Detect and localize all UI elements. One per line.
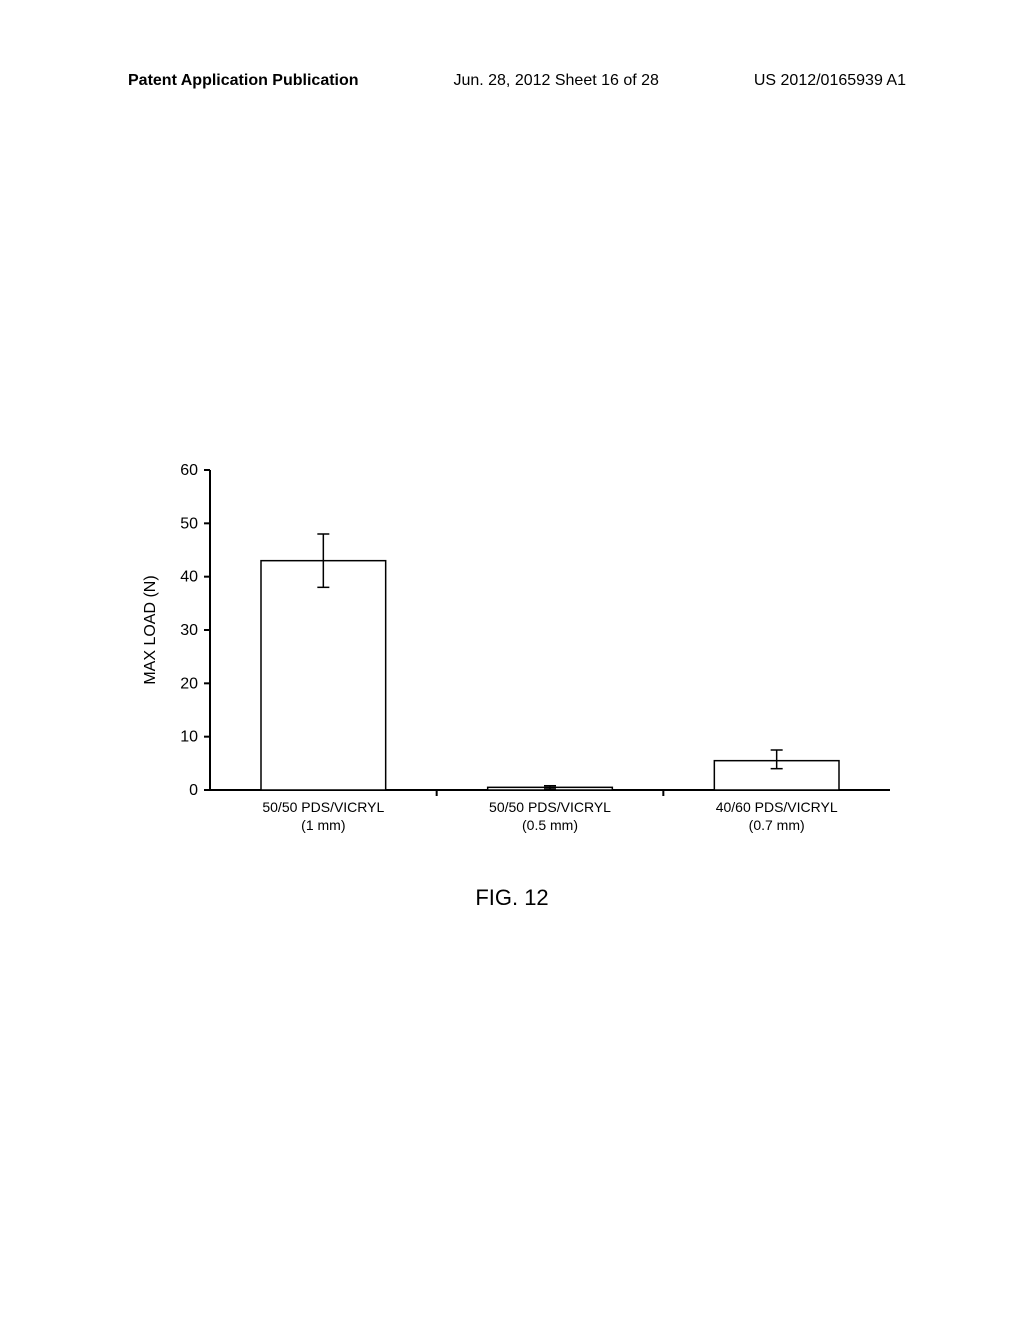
svg-text:50/50 PDS/VICRYL: 50/50 PDS/VICRYL [489, 799, 611, 815]
svg-text:(0.7 mm): (0.7 mm) [749, 817, 805, 833]
header-pub-number: US 2012/0165939 A1 [754, 72, 906, 90]
svg-text:20: 20 [180, 675, 198, 692]
chart-svg: 0 10 20 30 40 50 60 MAX LOAD (N) 50/50 PDS/VICRY… [130, 460, 900, 860]
header-sheet-info: Jun. 28, 2012 Sheet 16 of 28 [453, 72, 659, 90]
svg-text:0: 0 [189, 782, 198, 799]
svg-text:40/60 PDS/VICRYL: 40/60 PDS/VICRYL [716, 799, 838, 815]
header-publication: Patent Application Publication [128, 72, 359, 90]
svg-text:30: 30 [180, 622, 198, 639]
bar-chart: 0 10 20 30 40 50 60 MAX LOAD (N) 50/50 PDS/VICRY… [130, 460, 900, 860]
svg-text:(1 mm): (1 mm) [301, 817, 345, 833]
svg-text:(0.5 mm): (0.5 mm) [522, 817, 578, 833]
svg-text:50: 50 [180, 515, 198, 532]
svg-text:MAX LOAD (N): MAX LOAD (N) [142, 575, 159, 684]
svg-text:10: 10 [180, 729, 198, 746]
figure-label: FIG. 12 [0, 885, 1024, 911]
svg-text:50/50 PDS/VICRYL: 50/50 PDS/VICRYL [262, 799, 384, 815]
svg-text:40: 40 [180, 569, 198, 586]
page-header: Patent Application Publication Jun. 28, … [0, 72, 1024, 90]
svg-text:60: 60 [180, 462, 198, 479]
